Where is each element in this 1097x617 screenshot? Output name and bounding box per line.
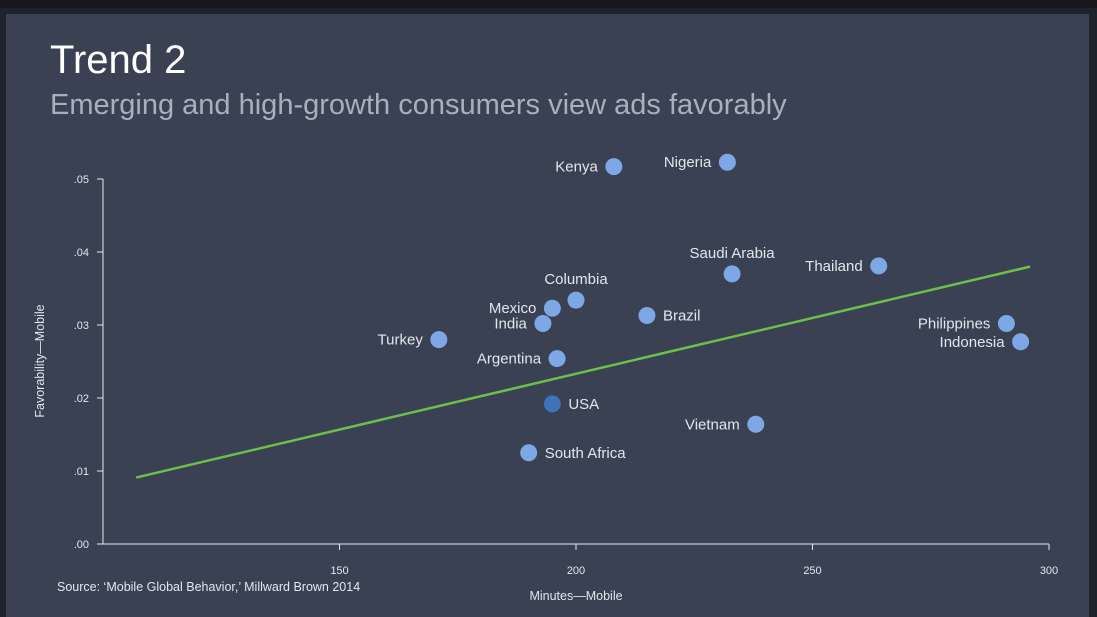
point-label: Mexico — [489, 300, 537, 317]
point-label: Turkey — [378, 332, 424, 349]
point-label: USA — [568, 396, 599, 413]
data-point — [747, 415, 765, 433]
data-points: Kenya Nigeria Saudi Arabia Thailand Columbia… — [378, 153, 1030, 462]
y-tick-label: .04 — [74, 247, 89, 259]
y-tick-label: .02 — [74, 393, 89, 405]
window-top-bar — [0, 0, 1097, 8]
point-label: Columbia — [544, 271, 608, 288]
y-tick-label: .05 — [74, 174, 89, 186]
x-axis-label: Minutes—Mobile — [529, 589, 622, 603]
data-point — [430, 331, 448, 349]
y-axis-label: Favorability—Mobile — [33, 304, 47, 417]
source-note: Source: ‘Mobile Global Behavior,’ Millwa… — [57, 580, 361, 594]
x-tick-label: 150 — [330, 565, 348, 577]
data-point — [870, 257, 888, 275]
data-point — [1012, 333, 1030, 351]
point-label: Saudi Arabia — [690, 245, 776, 262]
y-tick-label: .01 — [74, 466, 89, 478]
slide-title: Trend 2 — [50, 38, 187, 82]
point-label: Philippines — [918, 316, 991, 333]
data-point — [543, 395, 561, 413]
point-label: Vietnam — [685, 416, 740, 433]
point-label: Indonesia — [940, 334, 1006, 351]
point-label: Argentina — [477, 351, 542, 368]
data-point — [543, 299, 561, 317]
point-label: India — [494, 316, 527, 333]
trendline — [135, 265, 1031, 479]
chart-axes: .00 .01 .02 .03 .04 .05 150 200 250 300 — [74, 174, 1058, 577]
point-label: South Africa — [545, 445, 627, 462]
data-point — [567, 291, 585, 309]
y-tick-label: .03 — [74, 320, 89, 332]
data-point — [723, 265, 741, 283]
y-tick-label: .00 — [74, 539, 89, 551]
point-label: Thailand — [805, 258, 863, 275]
data-point — [605, 158, 623, 176]
x-tick-label: 300 — [1040, 565, 1058, 577]
x-tick-label: 200 — [567, 565, 585, 577]
data-point — [638, 307, 656, 325]
point-label: Brazil — [663, 308, 701, 325]
point-label: Kenya — [555, 159, 598, 176]
point-label: Nigeria — [664, 154, 712, 171]
data-point — [534, 315, 552, 333]
slide-subtitle: Emerging and high-growth consumers view … — [50, 89, 787, 121]
slide — [6, 14, 1089, 617]
data-point — [548, 350, 566, 368]
data-point — [718, 153, 736, 171]
x-tick-label: 250 — [803, 565, 821, 577]
data-point — [520, 444, 538, 462]
data-point — [997, 315, 1015, 333]
